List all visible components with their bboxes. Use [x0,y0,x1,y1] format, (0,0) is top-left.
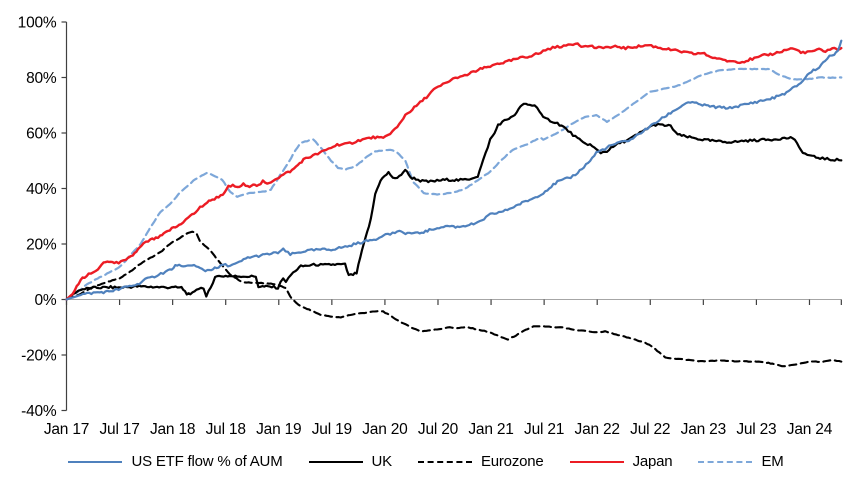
legend-item-uk: UK [308,453,393,470]
x-tick-label: Jan 24 [787,421,833,438]
legend-label: Japan [632,453,673,470]
legend-label: Eurozone [480,453,544,470]
legend-line-sample [308,460,363,463]
x-tick-label: Jan 22 [575,421,620,438]
legend-line-sample [68,460,123,463]
series-line-japan [65,42,843,301]
legend-line-sample [698,460,753,463]
legend-label: UK [371,453,393,470]
x-tick-label: Jan 19 [256,421,301,438]
legend-label: US ETF flow % of AUM [131,453,283,470]
x-tick-label: Jan 20 [362,421,408,438]
x-tick-label: Jul 21 [524,421,564,438]
y-tick-label: 80% [26,70,57,87]
series-line-eurozone [65,230,843,368]
series-line-em [65,67,843,301]
x-tick-label: Jul 23 [736,421,776,438]
y-tick-label: 0% [34,292,56,309]
x-tick-label: Jul 18 [206,421,246,438]
y-tick-label: -40% [21,403,57,420]
legend-line-sample [417,460,472,463]
y-tick-label: -20% [21,348,57,365]
y-tick-label: 40% [26,181,57,198]
y-tick-label: 60% [26,126,57,143]
y-tick-label: 100% [18,15,57,32]
legend-label: EM [761,453,784,470]
legend-item-us-etf-flow-of-aum: US ETF flow % of AUM [68,453,283,470]
x-tick-label: Jul 20 [418,421,459,438]
x-tick-label: Jan 21 [468,421,513,438]
x-tick-label: Jul 19 [312,421,352,438]
x-tick-label: Jul 22 [630,421,670,438]
series-line-uk [65,102,843,301]
legend-line-sample [569,460,624,463]
chart-legend: US ETF flow % of AUM UK Eurozone Japan EM [0,453,852,470]
x-tick-label: Jan 17 [44,421,89,438]
y-tick-label: 20% [26,237,57,254]
legend-item-japan: Japan [569,453,673,470]
series-line-us-etf-flow-of-aum [65,39,843,301]
x-tick-label: Jan 18 [150,421,195,438]
x-tick-label: Jul 17 [99,421,139,438]
legend-item-em: EM [698,453,784,470]
legend-item-eurozone: Eurozone [417,453,544,470]
x-tick-label: Jan 23 [681,421,726,438]
